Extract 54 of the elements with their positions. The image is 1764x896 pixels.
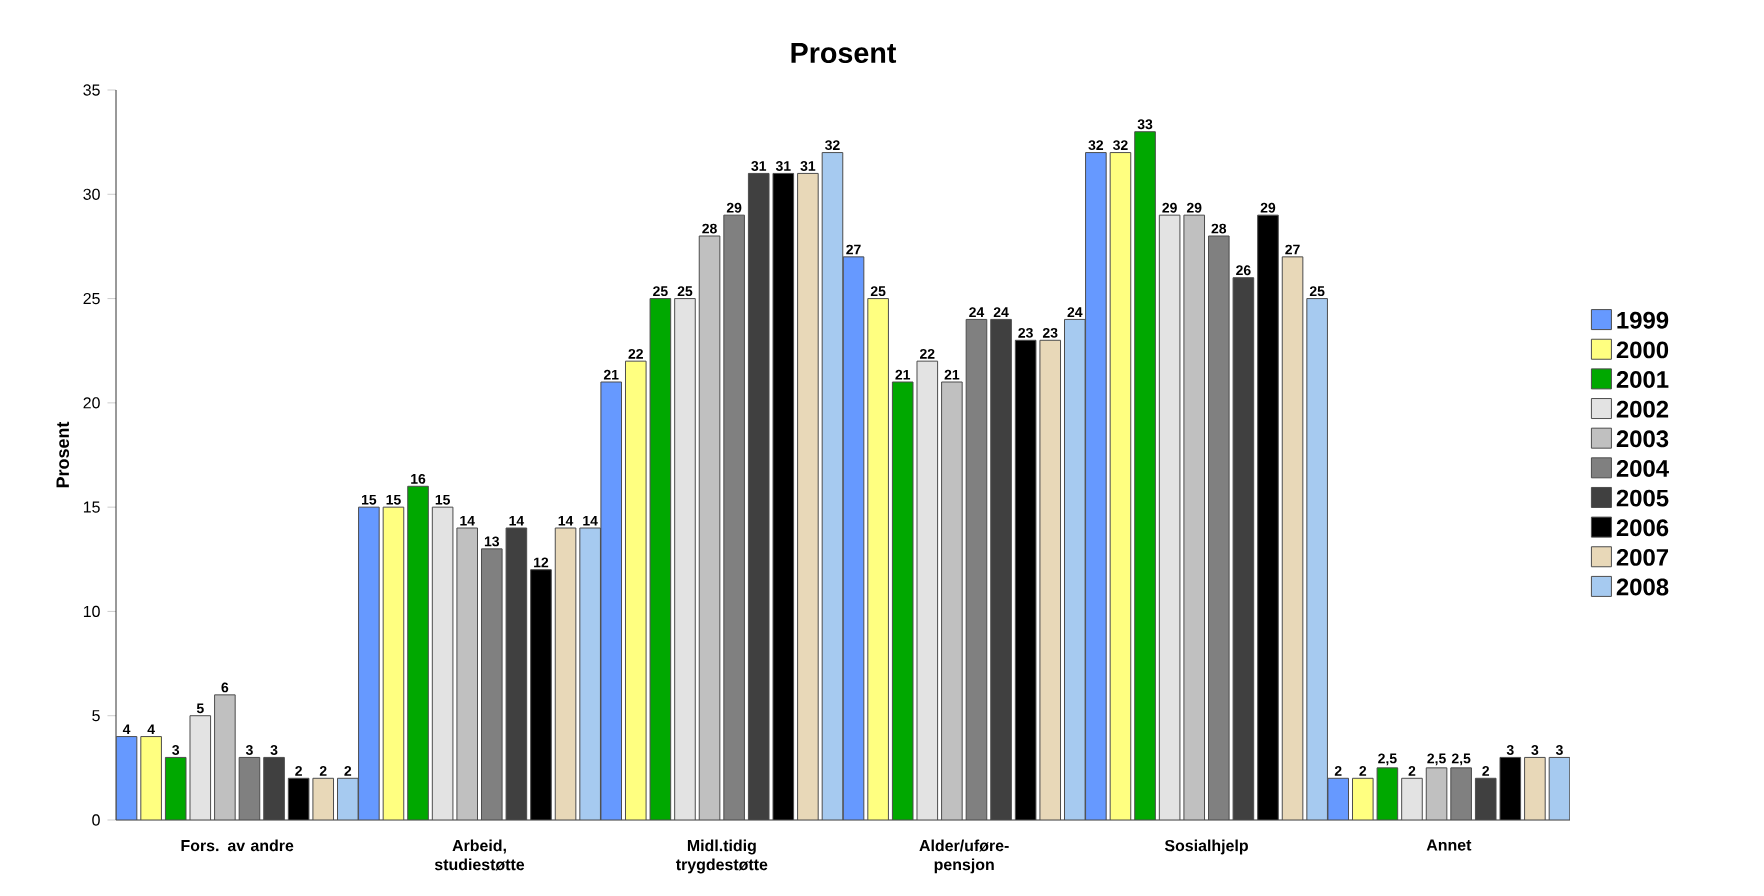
bar	[723, 214, 745, 820]
bar	[916, 360, 939, 820]
legend-label: 2005	[1616, 489, 1669, 507]
bar	[1208, 235, 1230, 820]
legend-label: 2007	[1616, 548, 1669, 566]
bar	[1134, 131, 1156, 820]
bar	[382, 506, 405, 820]
bar	[698, 235, 721, 820]
bar	[674, 298, 696, 820]
bar	[1183, 214, 1206, 820]
bar	[1064, 318, 1086, 820]
bar	[1450, 767, 1472, 820]
legend-label: 2001	[1616, 371, 1669, 388]
bar	[480, 548, 503, 820]
bar	[456, 527, 479, 820]
bar	[1085, 152, 1107, 820]
bar	[140, 736, 162, 820]
bar	[649, 298, 672, 820]
bar	[1158, 214, 1181, 820]
legend-label: 2000	[1616, 341, 1669, 359]
bar	[941, 381, 963, 820]
legend-label: 2004	[1616, 459, 1669, 477]
legend-label: 2008	[1616, 578, 1669, 596]
bar	[1401, 777, 1423, 820]
bar	[1306, 298, 1328, 820]
bar	[431, 506, 454, 820]
bar	[579, 527, 601, 820]
bar	[600, 381, 622, 820]
legend-label: 2006	[1616, 519, 1669, 537]
bar	[116, 736, 137, 820]
legend-label: 1999	[1617, 311, 1669, 329]
bar	[407, 485, 429, 820]
bar	[358, 506, 380, 820]
bar	[238, 756, 261, 820]
bar	[1039, 339, 1062, 820]
bar	[1524, 756, 1546, 820]
bar	[189, 715, 212, 820]
bar	[867, 298, 889, 820]
bar	[821, 152, 844, 820]
bar	[1548, 756, 1571, 820]
bar	[891, 381, 914, 820]
y-axis-title: Prosent	[56, 421, 70, 488]
bar	[797, 172, 819, 820]
bar	[164, 756, 187, 820]
bar	[624, 360, 647, 820]
legend-label: 2003	[1616, 430, 1669, 448]
bar	[842, 256, 865, 820]
legend-label: 2002	[1616, 400, 1669, 418]
bar	[554, 527, 577, 820]
bar	[1109, 152, 1132, 820]
bar	[1281, 256, 1304, 820]
bar	[214, 694, 236, 820]
bar	[965, 318, 988, 820]
chart-title: Prosent	[791, 43, 897, 64]
